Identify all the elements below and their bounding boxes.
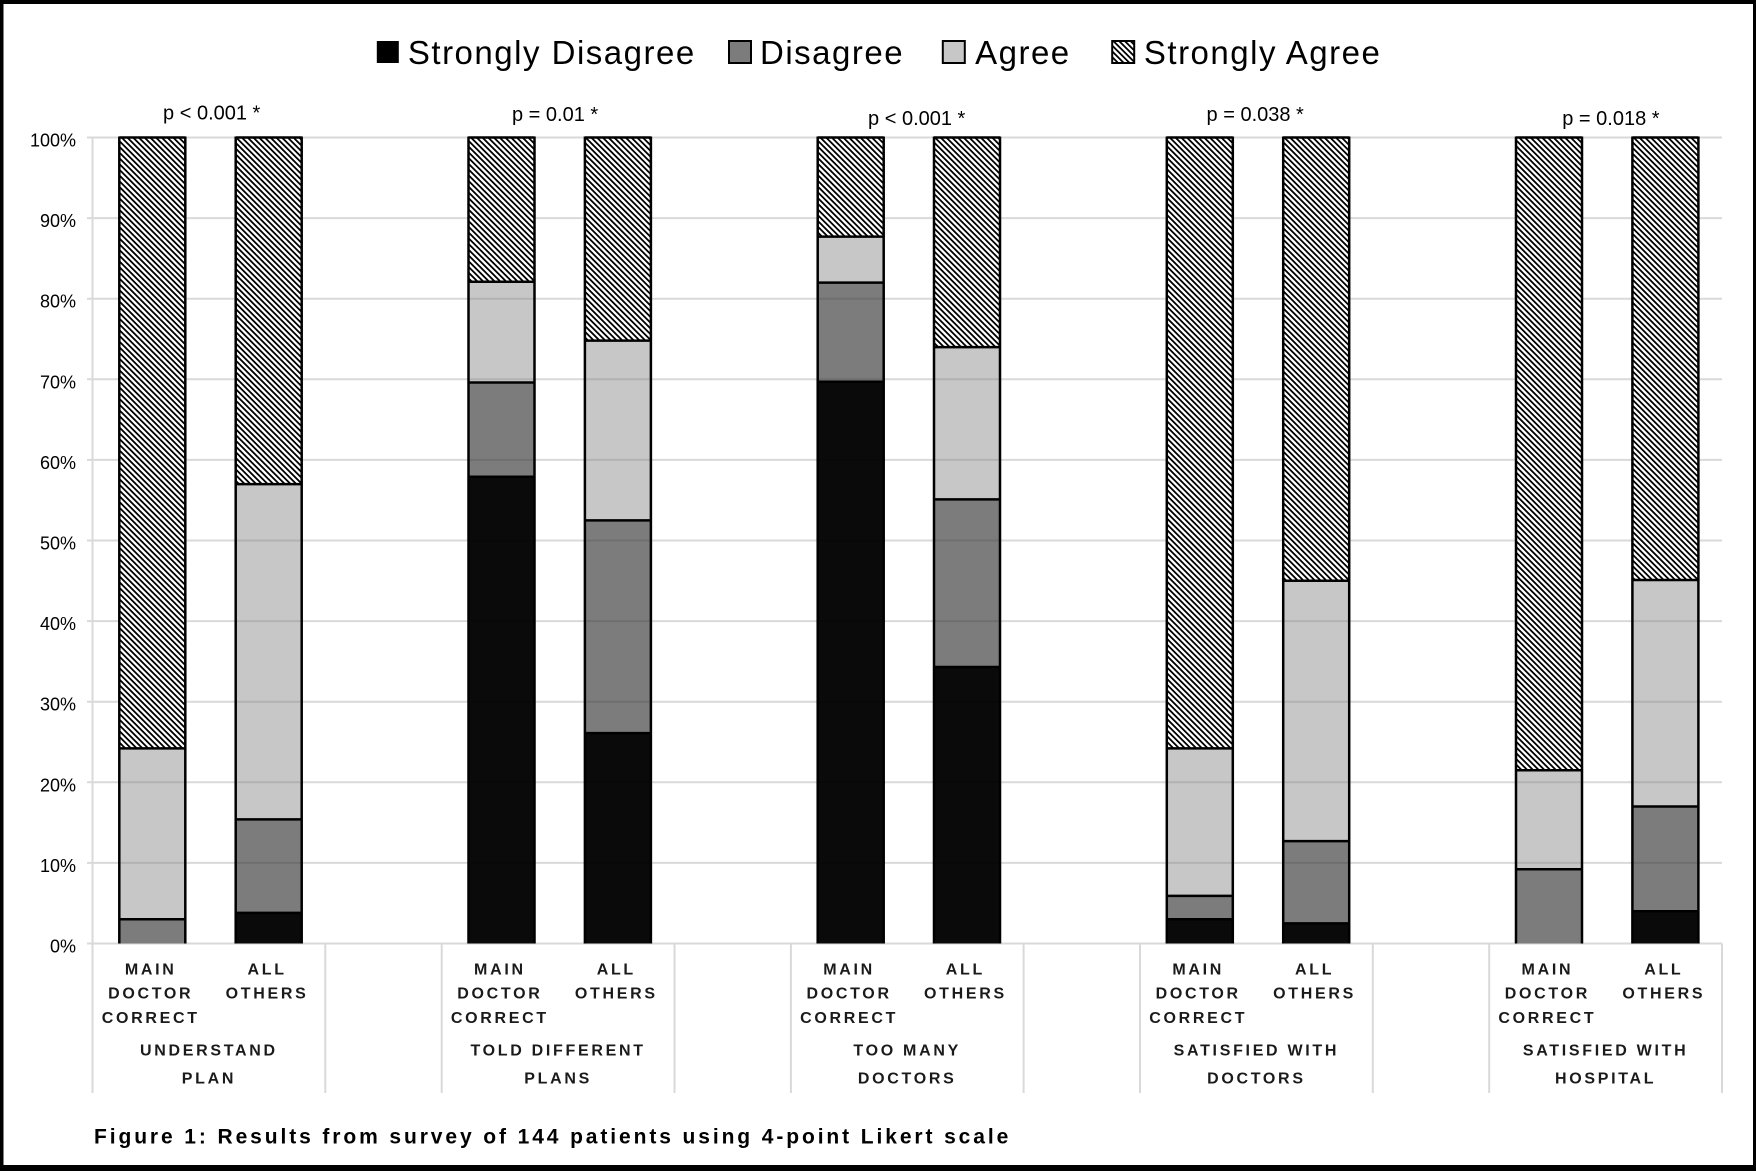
svg-text:MAIN: MAIN <box>1522 961 1574 978</box>
svg-text:50%: 50% <box>40 534 76 554</box>
svg-text:UNDERSTAND: UNDERSTAND <box>140 1042 278 1059</box>
svg-text:MAIN: MAIN <box>474 961 526 978</box>
svg-text:OTHERS: OTHERS <box>1273 986 1356 1003</box>
svg-text:DOCTORS: DOCTORS <box>1207 1071 1306 1088</box>
svg-text:DOCTOR: DOCTOR <box>457 986 542 1003</box>
svg-text:ALL: ALL <box>946 961 985 978</box>
svg-text:MAIN: MAIN <box>823 961 875 978</box>
svg-text:0%: 0% <box>50 937 76 957</box>
svg-text:70%: 70% <box>40 372 76 392</box>
svg-text:90%: 90% <box>40 211 76 231</box>
svg-text:Strongly Disagree: Strongly Disagree <box>408 34 696 71</box>
svg-text:OTHERS: OTHERS <box>226 986 309 1003</box>
svg-text:OTHERS: OTHERS <box>575 986 658 1003</box>
svg-text:CORRECT: CORRECT <box>1149 1010 1247 1027</box>
svg-text:Agree: Agree <box>975 34 1071 71</box>
svg-text:Strongly Agree: Strongly Agree <box>1144 34 1381 71</box>
svg-text:MAIN: MAIN <box>125 961 177 978</box>
svg-text:Figure 1: Results from survey: Figure 1: Results from survey of 144 pat… <box>94 1126 1011 1149</box>
svg-text:SATISFIED WITH: SATISFIED WITH <box>1174 1042 1340 1059</box>
svg-text:p = 0.038 *: p = 0.038 * <box>1207 104 1305 126</box>
svg-text:TOLD DIFFERENT: TOLD DIFFERENT <box>470 1042 645 1059</box>
svg-text:OTHERS: OTHERS <box>924 986 1007 1003</box>
svg-text:SATISFIED WITH: SATISFIED WITH <box>1523 1042 1689 1059</box>
svg-text:p = 0.018 *: p = 0.018 * <box>1562 108 1660 130</box>
svg-text:CORRECT: CORRECT <box>1498 1010 1596 1027</box>
svg-text:CORRECT: CORRECT <box>800 1010 898 1027</box>
svg-text:PLAN: PLAN <box>182 1071 236 1088</box>
svg-text:DOCTOR: DOCTOR <box>1505 986 1590 1003</box>
svg-text:CORRECT: CORRECT <box>451 1010 549 1027</box>
svg-text:60%: 60% <box>40 453 76 473</box>
svg-text:p < 0.001 *: p < 0.001 * <box>868 108 966 130</box>
svg-text:100%: 100% <box>30 131 76 151</box>
svg-text:ALL: ALL <box>1295 961 1334 978</box>
svg-text:CORRECT: CORRECT <box>102 1010 200 1027</box>
svg-text:HOSPITAL: HOSPITAL <box>1555 1071 1656 1088</box>
svg-text:DOCTOR: DOCTOR <box>108 986 193 1003</box>
svg-text:40%: 40% <box>40 614 76 634</box>
svg-text:ALL: ALL <box>1644 961 1683 978</box>
svg-text:DOCTORS: DOCTORS <box>858 1071 957 1088</box>
svg-text:p = 0.01 *: p = 0.01 * <box>512 104 598 126</box>
svg-text:DOCTOR: DOCTOR <box>1156 986 1241 1003</box>
svg-text:p < 0.001 *: p < 0.001 * <box>163 103 261 125</box>
svg-text:30%: 30% <box>40 695 76 715</box>
svg-text:TOO MANY: TOO MANY <box>853 1042 961 1059</box>
svg-text:80%: 80% <box>40 292 76 312</box>
svg-text:PLANS: PLANS <box>524 1071 592 1088</box>
svg-text:DOCTOR: DOCTOR <box>806 986 891 1003</box>
svg-text:MAIN: MAIN <box>1172 961 1224 978</box>
svg-text:10%: 10% <box>40 856 76 876</box>
svg-text:ALL: ALL <box>247 961 286 978</box>
svg-text:Disagree: Disagree <box>760 34 904 71</box>
svg-text:ALL: ALL <box>597 961 636 978</box>
svg-text:20%: 20% <box>40 775 76 795</box>
svg-text:OTHERS: OTHERS <box>1622 986 1705 1003</box>
